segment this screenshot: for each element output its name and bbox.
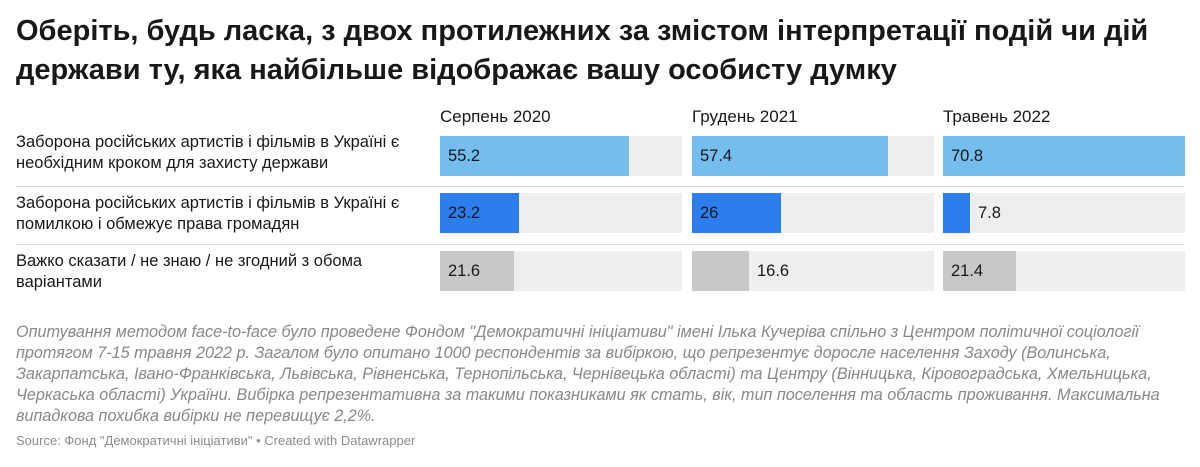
bar-value-label: 7.8 xyxy=(978,204,1001,222)
bar xyxy=(440,136,629,176)
bar-value-label: 16.6 xyxy=(757,262,790,280)
bar-track: 23.2 xyxy=(440,193,682,233)
bar-value-label: 23.2 xyxy=(448,204,481,222)
bar-value-label: 26 xyxy=(700,204,719,222)
column-header: Серпень 2020 xyxy=(440,107,551,126)
bar xyxy=(692,193,781,233)
bar-track: 26 xyxy=(692,193,934,233)
column-header: Грудень 2021 xyxy=(692,107,798,126)
bar-value-label: 57.4 xyxy=(700,147,733,165)
bar-value-label: 21.4 xyxy=(951,262,984,280)
bar xyxy=(440,193,519,233)
row-label: Важко сказати / не знаю / не згодний з о… xyxy=(16,252,363,291)
chart-source: Source: Фонд "Демократичні ініціативи" •… xyxy=(16,433,416,448)
column-header: Травень 2022 xyxy=(943,107,1051,126)
bar xyxy=(943,136,1185,176)
bar xyxy=(943,193,970,233)
bar-track: 55.2 xyxy=(440,136,682,176)
chart-title: Оберіть, будь ласка, з двох протилежних … xyxy=(16,15,1149,86)
bar-track: 21.6 xyxy=(440,251,682,291)
row-label: Заборона російських артистів і фільмів в… xyxy=(16,133,400,172)
bar xyxy=(440,251,514,291)
bar-value-label: 21.6 xyxy=(448,262,481,280)
bar xyxy=(692,251,749,291)
bar-track: 7.8 xyxy=(943,193,1185,233)
row-label: Заборона російських артистів і фільмів в… xyxy=(16,194,400,233)
chart-notes: Опитування методом face-to-face було про… xyxy=(16,323,1160,425)
bar-track: 21.4 xyxy=(943,251,1185,291)
bar-value-label: 70.8 xyxy=(951,147,984,165)
bar-track: 16.6 xyxy=(692,251,934,291)
row-divider xyxy=(16,186,1184,187)
row-divider xyxy=(16,244,1184,245)
bar-track: 57.4 xyxy=(692,136,934,176)
bar xyxy=(943,251,1016,291)
bar-track: 70.8 xyxy=(943,136,1185,176)
bar xyxy=(692,136,888,176)
bar-value-label: 55.2 xyxy=(448,147,481,165)
